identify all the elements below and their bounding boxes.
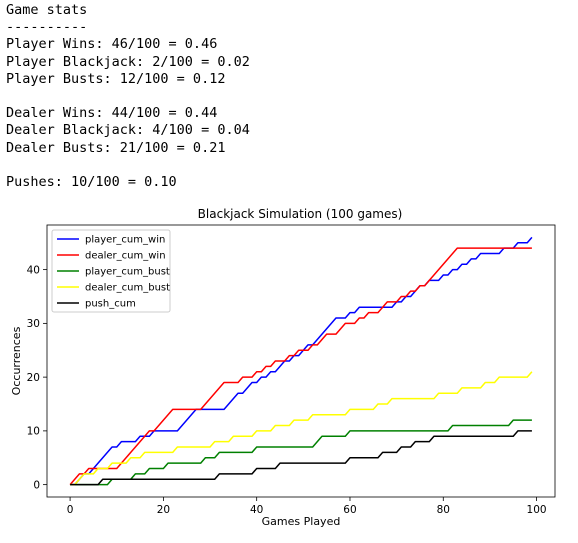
x-axis-label: Games Played (262, 515, 341, 528)
legend-entry: player_cum_bust (85, 267, 170, 278)
series-line-player-cum-bust (70, 419, 532, 486)
y-axis-label: Occurrences (10, 326, 23, 395)
blank-line (6, 88, 250, 105)
dealer-blackjack-line: Dealer Blackjack: 4/100 = 0.04 (6, 122, 250, 139)
y-tick-label: 40 (27, 264, 40, 276)
legend-box (51, 229, 171, 313)
plot-frame (46, 224, 556, 498)
blackjack-chart: Blackjack Simulation (100 games) 0 20 40 60… (10, 207, 556, 528)
x-tick-label: 20 (157, 504, 170, 516)
stats-divider: ---------- (6, 19, 88, 36)
blank-line (6, 157, 250, 174)
y-tick-label: 20 (27, 372, 40, 384)
x-tick-label: 0 (67, 504, 74, 516)
stats-header: Game stats (6, 2, 88, 18)
y-tick-label: 10 (27, 426, 40, 438)
chart-title: Blackjack Simulation (100 games) (198, 207, 403, 221)
legend-entry: push_cum (85, 299, 136, 310)
legend: player_cum_win dealer_cum_win player_cum_b… (51, 229, 171, 313)
player-busts-line: Player Busts: 12/100 = 0.12 (6, 70, 226, 87)
x-tick-label: 60 (343, 504, 356, 516)
dealer-busts-line: Dealer Busts: 21/100 = 0.21 (6, 139, 226, 156)
player-wins-line: Player Wins: 46/100 = 0.46 (6, 36, 218, 53)
legend-entry: player_cum_win (85, 235, 165, 246)
legend-entry: dealer_cum_bust (85, 283, 170, 294)
series-line-player-cum-win (70, 236, 533, 486)
series-line-dealer-cum-win (69, 247, 532, 486)
pushes-line: Pushes: 10/100 = 0.10 (6, 173, 177, 190)
x-tick-label: 80 (437, 504, 450, 516)
player-blackjack-line: Player Blackjack: 2/100 = 0.02 (6, 53, 250, 70)
series-lines (69, 236, 533, 486)
dealer-wins-line: Dealer Wins: 44/100 = 0.44 (6, 105, 218, 122)
x-tick-label: 40 (250, 504, 263, 516)
x-axis: 0 20 40 60 80 100 (67, 497, 547, 516)
series-line-push-cum (70, 430, 532, 486)
series-line-dealer-cum-bust (70, 371, 533, 486)
stats-output: Game stats ---------- Player Wins: 46/10… (6, 2, 250, 191)
y-tick-label: 30 (27, 318, 40, 330)
x-tick-label: 100 (527, 504, 547, 516)
legend-entry: dealer_cum_win (85, 251, 166, 262)
y-axis: 0 10 20 30 40 (27, 264, 47, 491)
y-tick-label: 0 (33, 479, 40, 491)
